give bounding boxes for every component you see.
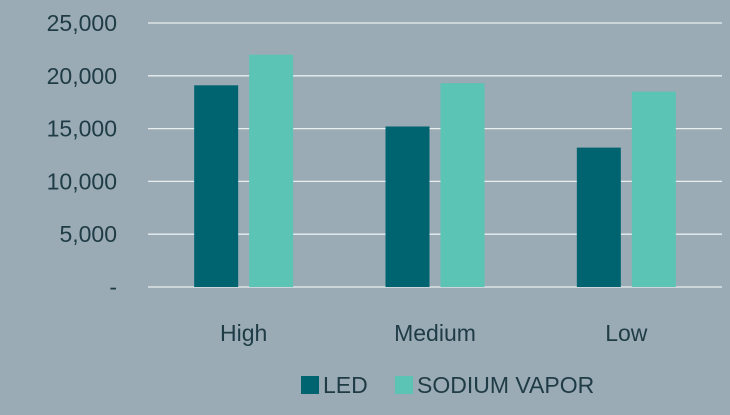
bars [194,54,676,288]
x-category-label: Low [605,320,648,346]
x-category-label: Medium [394,320,476,346]
bar-sodium-vapor-medium [440,83,485,287]
x-category-label: High [220,320,267,346]
y-tick-label: - [109,274,117,300]
bar-led-medium [385,126,430,287]
gridlines [148,22,722,288]
y-tick-label: 10,000 [47,168,117,194]
bar-led-low [576,147,621,287]
legend-swatch [301,376,319,394]
y-tick-label: 25,000 [47,10,117,36]
y-axis-tick-labels: - 5,000 10,000 15,000 20,000 25,000 [47,10,117,300]
legend-item-sodium-vapor: SODIUM VAPOR [395,372,594,398]
y-tick-label: 15,000 [47,116,117,142]
bar-led-high [194,85,239,287]
y-tick-label: 20,000 [47,63,117,89]
x-axis-category-labels: High Medium Low [220,320,648,346]
legend-label: SODIUM VAPOR [417,372,594,398]
bar-sodium-vapor-low [631,91,676,287]
bar-sodium-vapor-high [249,54,294,288]
legend-item-led: LED [301,372,368,398]
legend-label: LED [323,372,368,398]
legend-swatch [395,376,413,394]
legend: LED SODIUM VAPOR [301,372,594,398]
y-tick-label: 5,000 [59,221,117,247]
